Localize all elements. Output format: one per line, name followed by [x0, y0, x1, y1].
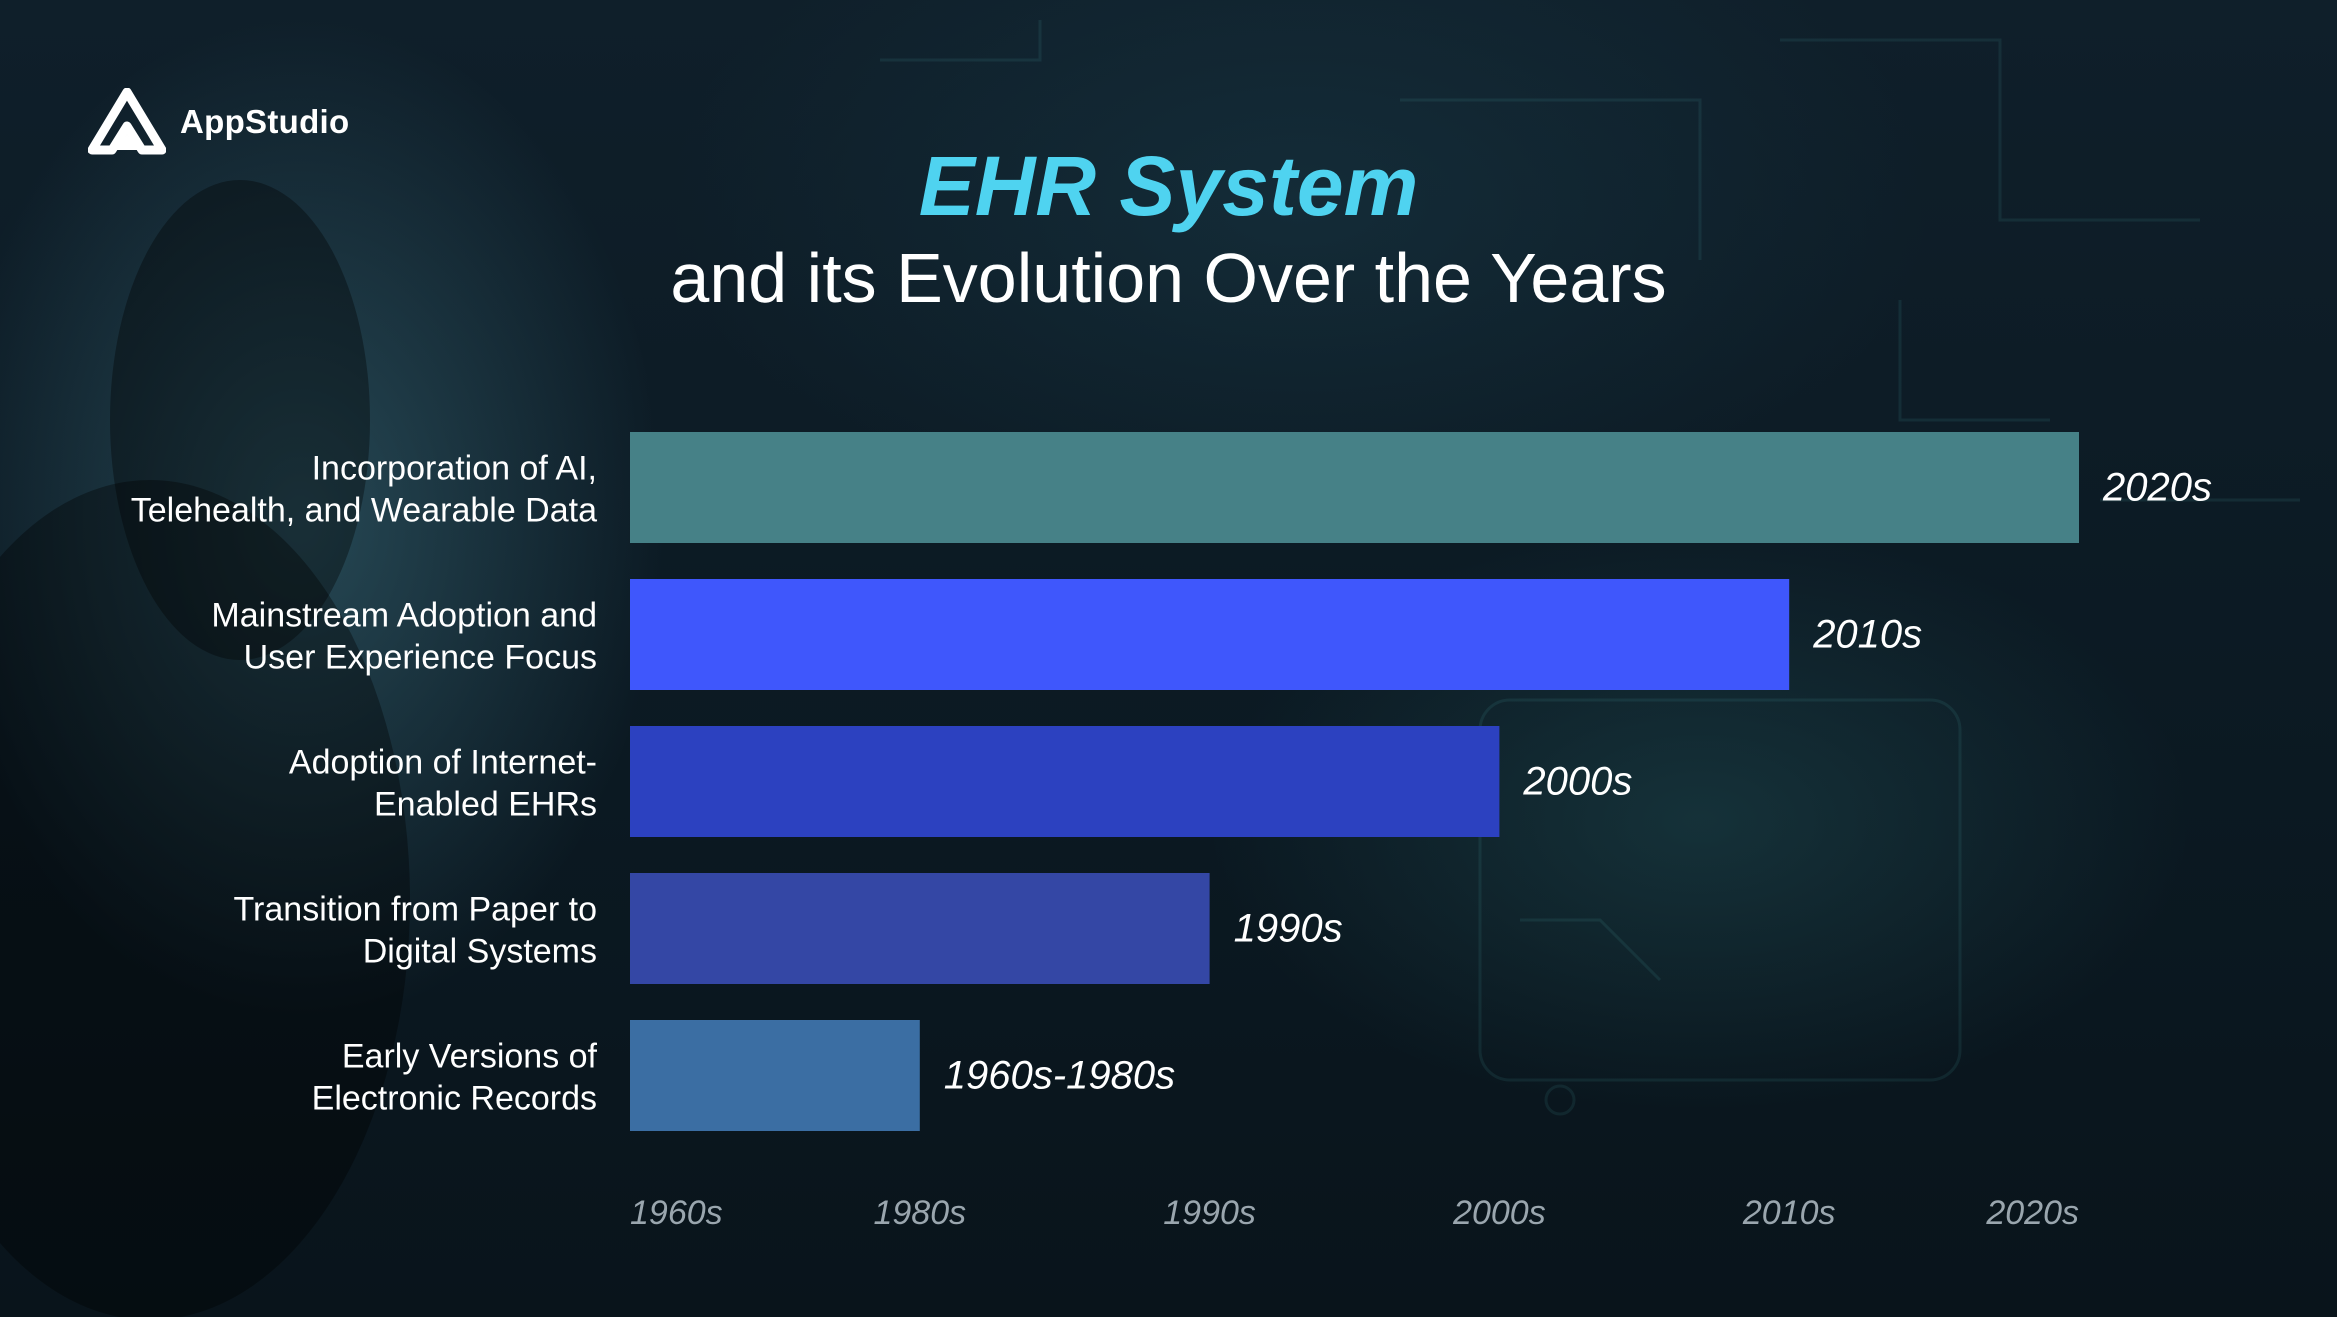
bar-2: [630, 726, 1500, 837]
x-tick-label-4: 2010s: [1742, 1194, 1836, 1232]
bar-4: [630, 1020, 920, 1131]
x-tick-label-1: 1980s: [873, 1194, 966, 1232]
x-tick-label-5: 2020s: [1985, 1194, 2079, 1232]
brand-logo: AppStudio: [88, 88, 350, 156]
bar-3: [630, 873, 1210, 984]
chart-title: EHR System: [918, 139, 1419, 233]
category-label-4: Early Versions of Electronic Records: [312, 1038, 598, 1118]
category-label-0: Incorporation of AI, Telehealth, and Wear…: [131, 450, 597, 530]
bar-value-label-2: 2000s: [1522, 760, 1632, 804]
bar-value-label-0: 2020s: [2102, 466, 2212, 510]
bar-value-label-3: 1990s: [1234, 907, 1343, 951]
x-tick-label-0: 1960s: [630, 1194, 723, 1232]
category-label-3: Transition from Paper to Digital Systems: [234, 891, 597, 971]
bar-0: [630, 432, 2079, 543]
x-tick-label-3: 2000s: [1452, 1194, 1546, 1232]
x-tick-label-2: 1990s: [1163, 1194, 1256, 1232]
bar-1: [630, 579, 1790, 690]
brand-name: AppStudio: [180, 103, 350, 140]
category-label-2: Adoption of Internet-Enabled EHRs: [289, 744, 597, 824]
category-label-1: Mainstream Adoption and User Experience F…: [211, 597, 597, 677]
chart-subtitle: and its Evolution Over the Years: [670, 239, 1667, 317]
bar-value-label-4: 1960s-1980s: [944, 1054, 1175, 1098]
bar-value-label-1: 2010s: [1812, 613, 1922, 657]
appstudio-logo-icon: [88, 88, 166, 155]
